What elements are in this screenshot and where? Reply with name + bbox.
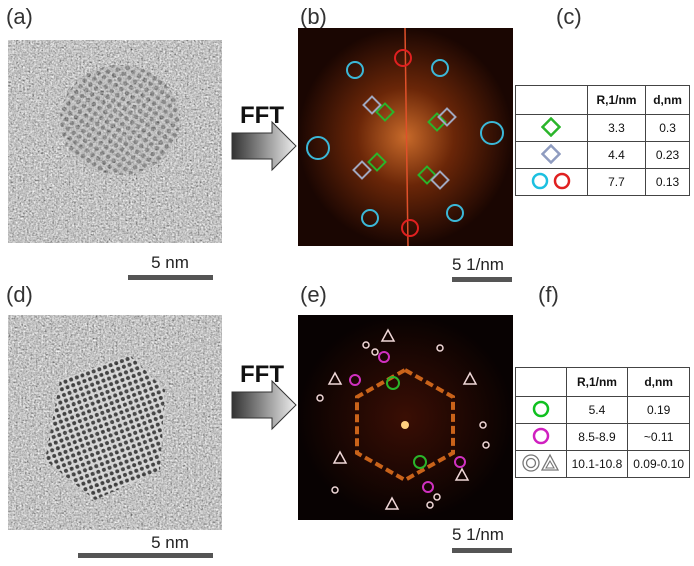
cell: 5.4	[565, 396, 629, 424]
fft-markers	[306, 49, 504, 237]
streak	[404, 27, 409, 247]
lattice	[45, 355, 165, 500]
cell: 0.13	[645, 168, 690, 196]
fft-label: FFT	[240, 361, 284, 388]
arrow	[231, 120, 297, 172]
cell: ~0.11	[627, 423, 690, 451]
scale-bar	[78, 553, 213, 558]
panel-label: (a)	[6, 4, 33, 29]
symbol	[515, 168, 588, 196]
symbol	[515, 450, 567, 478]
scale-bar-label: 5 nm	[151, 533, 189, 552]
data-table: R,1/nm d,nm 3.3 0.3 4.4 0.23 7.7 0.13	[515, 85, 690, 196]
cell: 0.09-0.10	[627, 450, 690, 478]
cell: 8.5-8.9	[565, 423, 629, 451]
scale-bar	[128, 275, 213, 280]
cell: 0.23	[645, 141, 690, 169]
header-cell: R,1/nm	[565, 367, 629, 397]
scale-bar	[452, 548, 512, 553]
panel-label: (e)	[300, 282, 327, 307]
fft-label: FFT	[240, 102, 284, 129]
symbol	[515, 114, 588, 142]
panel-label: (f)	[538, 282, 559, 307]
panel-label: (b)	[300, 4, 327, 29]
ring	[355, 367, 455, 483]
panel-label: (d)	[6, 282, 33, 307]
symbol	[515, 396, 567, 424]
arrow	[231, 379, 297, 431]
fft-image	[298, 315, 513, 520]
lattice	[60, 65, 180, 175]
scale-bar	[452, 277, 512, 282]
cell: 4.4	[586, 141, 647, 169]
blank-header	[515, 85, 588, 115]
header-cell: R,1/nm	[586, 85, 647, 115]
cell: 0.3	[645, 114, 690, 142]
scale-bar-label: 5 nm	[151, 253, 189, 272]
scale-bar-label: 5 1/nm	[452, 255, 504, 274]
data-table: R,1/nm d,nm 5.4 0.19 8.5-8.9 ~0.11 10.1-10.…	[515, 367, 690, 478]
center-spot	[401, 421, 409, 429]
cell: 7.7	[586, 168, 647, 196]
blank-header	[515, 367, 567, 397]
fft-markers	[316, 328, 490, 510]
header-cell: d,nm	[645, 85, 690, 115]
scale-bar-label: 5 1/nm	[452, 525, 504, 544]
symbol	[515, 141, 588, 169]
header-cell: d,nm	[627, 367, 690, 397]
cell: 10.1-10.8	[565, 450, 629, 478]
cell: 3.3	[586, 114, 647, 142]
panel-label: (c)	[556, 4, 582, 29]
cell: 0.19	[627, 396, 690, 424]
symbol	[515, 423, 567, 451]
